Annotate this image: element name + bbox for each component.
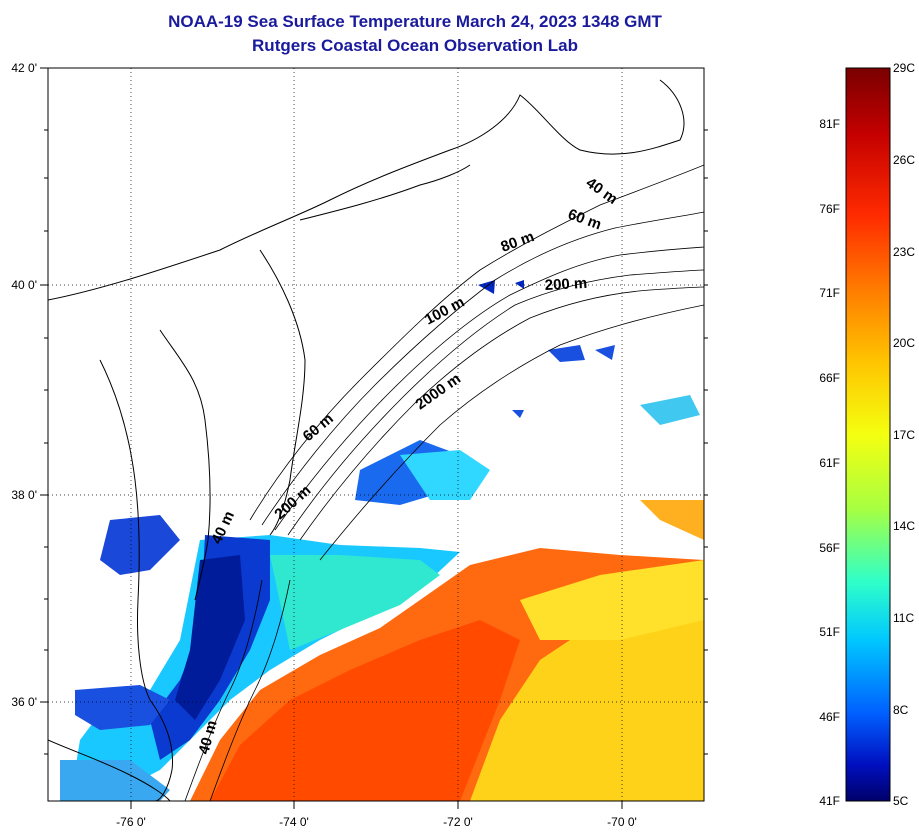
offshore-cyan-patch xyxy=(400,450,490,500)
cb-c-23: 23C xyxy=(893,245,915,259)
cb-c-8: 8C xyxy=(893,703,909,717)
contour-label-40m-north: 40 m xyxy=(583,174,621,208)
contour-label-200m-north: 200 m xyxy=(544,275,587,294)
contour-60m xyxy=(261,211,704,526)
blue-spot-2 xyxy=(595,345,615,360)
graticule xyxy=(48,68,704,801)
lon-label-74: -74 0' xyxy=(279,815,309,829)
cb-c-5: 5C xyxy=(893,794,909,808)
coastline-long-island xyxy=(299,164,471,221)
coastline-carolina xyxy=(48,739,171,801)
cb-f-81: 81F xyxy=(819,117,840,131)
yellow-water-east xyxy=(520,560,704,640)
contour-south-200m xyxy=(209,579,291,801)
blue-spot-5 xyxy=(512,410,524,418)
colorbar: 29C 26C 23C 20C 17C 14C 11C 8C 5C 81F 76… xyxy=(819,61,915,808)
latitude-labels: 42 0' 40 0' 38 0' 36 0' xyxy=(11,61,37,709)
cb-f-46: 46F xyxy=(819,710,840,724)
map-frame xyxy=(47,67,705,802)
colorbar-celsius-labels: 29C 26C 23C 20C 17C 14C 11C 8C 5C xyxy=(893,61,915,808)
contour-40m xyxy=(249,164,704,521)
map-subtitle: Rutgers Coastal Ocean Observation Lab xyxy=(252,36,578,55)
contour-2000m xyxy=(319,304,704,561)
warm-core xyxy=(210,620,520,801)
coastline-delmarva xyxy=(159,329,211,601)
cb-c-29: 29C xyxy=(893,61,915,75)
contour-label-60m-south: 60 m xyxy=(300,410,337,445)
axis-ticks xyxy=(40,67,708,809)
shelf-water-teal xyxy=(270,555,440,650)
pamlico-cold xyxy=(75,685,170,730)
blue-spot-1 xyxy=(548,345,585,362)
contour-label-2000m: 2000 m xyxy=(413,370,464,413)
map-title: NOAA-19 Sea Surface Temperature March 24… xyxy=(168,12,662,31)
cb-f-71: 71F xyxy=(819,286,840,300)
east-cyan-patch xyxy=(640,395,700,425)
cb-f-41: 41F xyxy=(819,794,840,808)
lon-label-70: -70 0' xyxy=(607,815,637,829)
cold-nearshore xyxy=(175,555,245,720)
contour-80m xyxy=(274,246,704,531)
cb-c-26: 26C xyxy=(893,153,915,167)
longitude-labels: -76 0' -74 0' -72 0' -70 0' xyxy=(116,815,637,829)
contour-100m xyxy=(287,269,704,536)
contour-200m xyxy=(299,286,704,541)
cb-c-11: 11C xyxy=(893,611,914,625)
cb-f-76: 76F xyxy=(819,202,840,216)
orange-band-east xyxy=(640,500,704,540)
coastline-new-england xyxy=(48,79,685,301)
cb-c-20: 20C xyxy=(893,336,915,350)
lat-label-42: 42 0' xyxy=(11,61,37,75)
coastline-chesapeake xyxy=(99,359,151,701)
coastline-outer-banks xyxy=(149,699,174,801)
cb-c-14: 14C xyxy=(893,519,915,533)
south-coastal xyxy=(60,760,170,801)
contour-label-60m-north: 60 m xyxy=(566,206,604,234)
lat-label-36: 36 0' xyxy=(11,695,37,709)
colorbar-fahrenheit-labels: 81F 76F 71F 66F 61F 56F 51F 46F 41F xyxy=(819,117,840,808)
cb-f-66: 66F xyxy=(819,371,840,385)
cb-f-51: 51F xyxy=(819,625,840,639)
coastline-new-jersey xyxy=(259,249,306,536)
coastlines xyxy=(48,79,685,801)
lon-label-72: -72 0' xyxy=(443,815,473,829)
cb-f-61: 61F xyxy=(819,456,840,470)
bathymetry-contours xyxy=(184,164,704,801)
lat-label-38: 38 0' xyxy=(11,488,37,502)
chesapeake-cold xyxy=(100,515,180,575)
contour-south-40m xyxy=(184,579,263,801)
colorbar-scale xyxy=(845,67,891,802)
blue-spot-4 xyxy=(515,280,524,289)
lat-label-40: 40 0' xyxy=(11,278,37,292)
cb-c-17: 17C xyxy=(893,428,915,442)
lon-label-76: -76 0' xyxy=(116,815,146,829)
cb-f-56: 56F xyxy=(819,541,840,555)
contour-label-80m: 80 m xyxy=(499,228,537,256)
